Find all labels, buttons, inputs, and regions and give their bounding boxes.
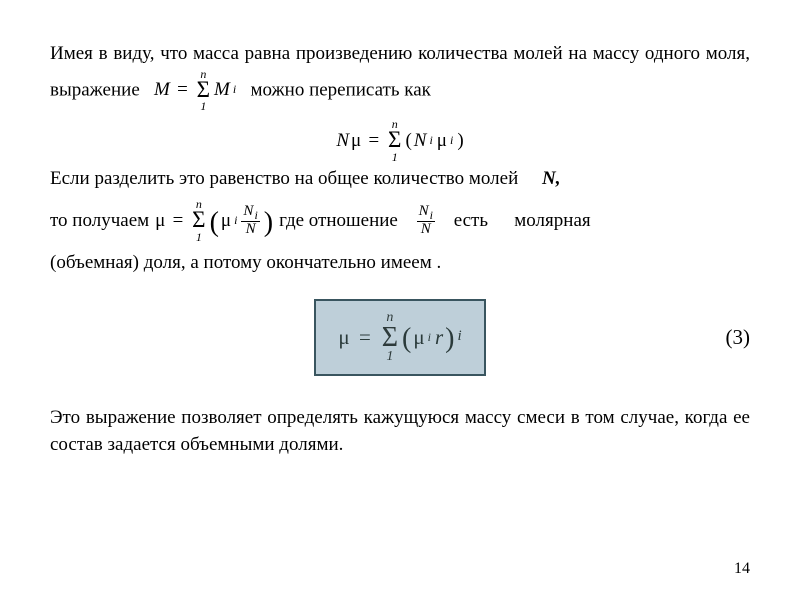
formula-box: μ = n Σ 1 ( μi r ) i	[314, 299, 485, 376]
sum-icon: n Σ 1	[382, 311, 398, 364]
p3-text-c: есть	[454, 207, 488, 235]
equation-2-row: Nμ = n Σ 1 (Ni μi )	[50, 118, 750, 163]
p3-text-a: то получаем	[50, 207, 149, 235]
equation-boxed: μ = n Σ 1 ( μi r ) i	[338, 311, 461, 364]
boxed-equation-row: μ = n Σ 1 ( μi r ) i (3)	[50, 299, 750, 376]
equation-2: Nμ = n Σ 1 (Ni μi )	[336, 118, 463, 163]
equation-3: μ = n Σ 1 ( μi Ni N )	[155, 198, 273, 243]
paragraph-2: Если разделить это равенство на общее ко…	[50, 165, 750, 193]
paragraph-5: Это выражение позволяет определять кажущ…	[50, 404, 750, 459]
sum-icon: n Σ 1	[197, 68, 210, 113]
sum-icon: n Σ 1	[388, 118, 401, 163]
equation-1: M = n Σ 1 Mi	[154, 68, 236, 113]
paragraph-4: (объемная) доля, а потому окончательно и…	[50, 249, 750, 277]
p2-N: N,	[542, 168, 560, 189]
fraction: Ni N	[241, 204, 259, 238]
page-number: 14	[734, 557, 750, 580]
equation-number: (3)	[726, 322, 751, 352]
paragraph-1: Имея в виду, что масса равна произведени…	[50, 40, 750, 112]
p2-text-a: Если разделить это равенство на общее ко…	[50, 168, 518, 189]
p3-text-d: молярная	[514, 207, 590, 235]
fraction-inline: Ni N	[415, 204, 437, 238]
paragraph-3: то получаем μ = n Σ 1 ( μi Ni N ) где от…	[50, 198, 750, 243]
sum-icon: n Σ 1	[192, 198, 205, 243]
p1-text-b: можно переписать как	[250, 79, 430, 100]
p3-text-b: где отношение	[279, 207, 398, 235]
